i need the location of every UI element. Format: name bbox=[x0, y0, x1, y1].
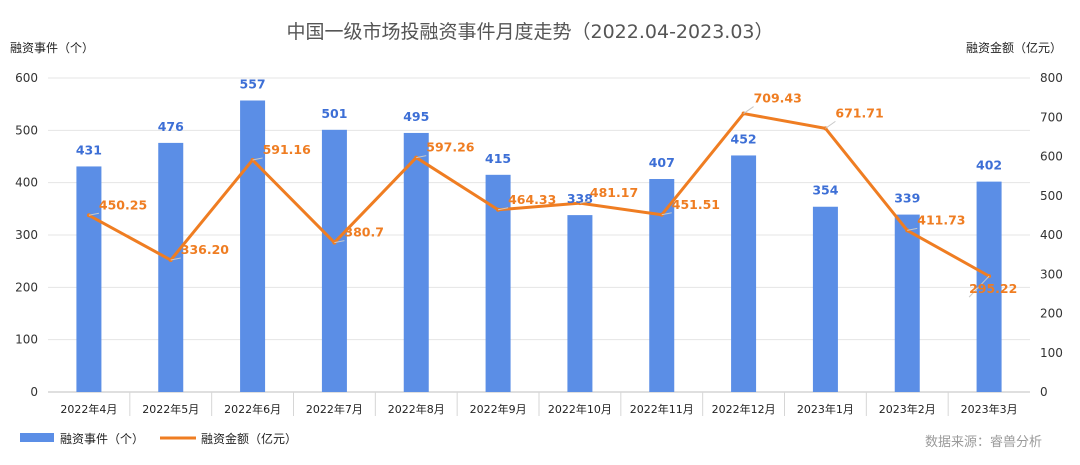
bar-data-labels: 431 476 557 501 495 415 338 407 452 354 339 402 bbox=[76, 77, 1002, 207]
bar bbox=[649, 179, 675, 392]
leader-line bbox=[170, 257, 181, 261]
bar-series bbox=[76, 100, 1002, 393]
category-label: 2022年9月 bbox=[470, 402, 527, 416]
bar-value-label: 501 bbox=[321, 106, 347, 121]
line-value-label: 380.7 bbox=[344, 225, 384, 240]
bar bbox=[158, 142, 184, 392]
source-note: 数据来源：睿兽分析 bbox=[925, 435, 1042, 450]
bar-value-label: 339 bbox=[894, 191, 920, 206]
left-tick-label: 500 bbox=[15, 123, 38, 137]
leader-line bbox=[907, 227, 918, 231]
bar-value-label: 402 bbox=[976, 158, 1002, 173]
legend-line-label: 融资金额（亿元） bbox=[201, 431, 297, 446]
line-series bbox=[86, 111, 992, 279]
bar bbox=[321, 129, 347, 392]
bar bbox=[567, 215, 593, 392]
leader-line bbox=[968, 275, 990, 298]
left-axis-ticks: 0 100 200 300 400 500 600 bbox=[15, 71, 38, 399]
right-tick-label: 100 bbox=[1040, 346, 1063, 360]
leader-line bbox=[88, 212, 100, 216]
chart-title: 中国一级市场投融资事件月度走势（2022.04-2023.03） bbox=[287, 21, 774, 43]
bar bbox=[403, 132, 429, 392]
line-data-labels: 450.25 336.20 591.16 380.7 597.26 464.33 481.1… bbox=[88, 91, 1017, 298]
bar-value-label: 338 bbox=[567, 191, 593, 206]
bar-value-label: 495 bbox=[403, 109, 429, 124]
bar bbox=[976, 181, 1002, 392]
line-value-label: 591.16 bbox=[263, 142, 312, 157]
line-value-label: 671.71 bbox=[835, 105, 883, 120]
bar-value-label: 415 bbox=[485, 151, 511, 166]
category-label: 2023年3月 bbox=[961, 402, 1018, 416]
right-tick-label: 300 bbox=[1040, 267, 1063, 281]
right-tick-label: 200 bbox=[1040, 307, 1063, 321]
right-axis-title: 融资金额（亿元） bbox=[966, 40, 1062, 55]
bar-value-label: 557 bbox=[240, 77, 266, 92]
leader-line bbox=[825, 120, 836, 129]
left-tick-label: 100 bbox=[15, 333, 38, 347]
leader-line bbox=[743, 106, 754, 114]
bar-value-label: 407 bbox=[649, 155, 675, 170]
bar bbox=[76, 166, 102, 392]
legend: 融资事件（个） 融资金额（亿元） bbox=[20, 431, 297, 446]
bar-value-label: 354 bbox=[812, 183, 838, 198]
leader-line bbox=[416, 155, 427, 159]
right-tick-label: 400 bbox=[1040, 228, 1063, 242]
right-tick-label: 0 bbox=[1040, 385, 1048, 399]
bar-value-label: 431 bbox=[76, 142, 102, 157]
bar bbox=[812, 206, 838, 392]
legend-bar-label: 融资事件（个） bbox=[60, 432, 144, 446]
category-label: 2022年11月 bbox=[630, 402, 694, 416]
line-value-label: 464.33 bbox=[508, 192, 556, 207]
bar bbox=[485, 174, 511, 392]
category-label: 2022年4月 bbox=[60, 402, 117, 416]
left-tick-label: 400 bbox=[15, 176, 38, 190]
category-label: 2022年7月 bbox=[306, 402, 363, 416]
category-label: 2022年5月 bbox=[142, 402, 199, 416]
leader-line bbox=[579, 200, 591, 204]
line-value-label: 709.43 bbox=[754, 91, 802, 106]
line-path bbox=[88, 112, 990, 278]
right-tick-label: 600 bbox=[1040, 150, 1063, 164]
left-tick-label: 300 bbox=[15, 228, 38, 242]
leader-line bbox=[497, 207, 509, 211]
category-label: 2023年2月 bbox=[879, 402, 936, 416]
line-value-label: 411.73 bbox=[917, 212, 965, 227]
category-label: 2023年1月 bbox=[797, 402, 854, 416]
category-label: 2022年8月 bbox=[388, 402, 445, 416]
line-value-label: 450.25 bbox=[99, 197, 147, 212]
line-value-label: 481.17 bbox=[590, 185, 638, 200]
right-tick-label: 500 bbox=[1040, 189, 1063, 203]
category-label: 2022年6月 bbox=[224, 402, 281, 416]
legend-bar-swatch bbox=[20, 433, 54, 442]
category-label: 2022年12月 bbox=[712, 402, 776, 416]
line-value-label: 597.26 bbox=[426, 140, 475, 155]
left-axis-title: 融资事件（个） bbox=[10, 41, 94, 55]
line-value-label: 295.22 bbox=[969, 281, 1017, 296]
line-value-label: 451.51 bbox=[672, 197, 720, 212]
leader-line bbox=[334, 240, 345, 244]
bar bbox=[240, 100, 266, 393]
bar bbox=[894, 214, 920, 392]
bar-value-label: 476 bbox=[158, 119, 184, 134]
left-tick-label: 0 bbox=[30, 385, 38, 399]
right-tick-label: 800 bbox=[1040, 71, 1063, 85]
category-label: 2022年10月 bbox=[548, 402, 612, 416]
left-tick-label: 600 bbox=[15, 71, 38, 85]
leader-line bbox=[252, 157, 263, 161]
bar-value-label: 452 bbox=[731, 131, 757, 146]
leader-line bbox=[661, 212, 672, 216]
left-tick-label: 200 bbox=[15, 280, 38, 294]
line-value-label: 336.20 bbox=[181, 242, 230, 257]
bar bbox=[731, 155, 757, 392]
right-tick-label: 700 bbox=[1040, 110, 1063, 124]
right-axis-ticks: 0 100 200 300 400 500 600 700 800 bbox=[1040, 71, 1063, 399]
category-labels: 2022年4月 2022年5月 2022年6月 2022年7月 2022年8月 2022年… bbox=[60, 392, 1018, 416]
grid bbox=[48, 77, 1030, 393]
